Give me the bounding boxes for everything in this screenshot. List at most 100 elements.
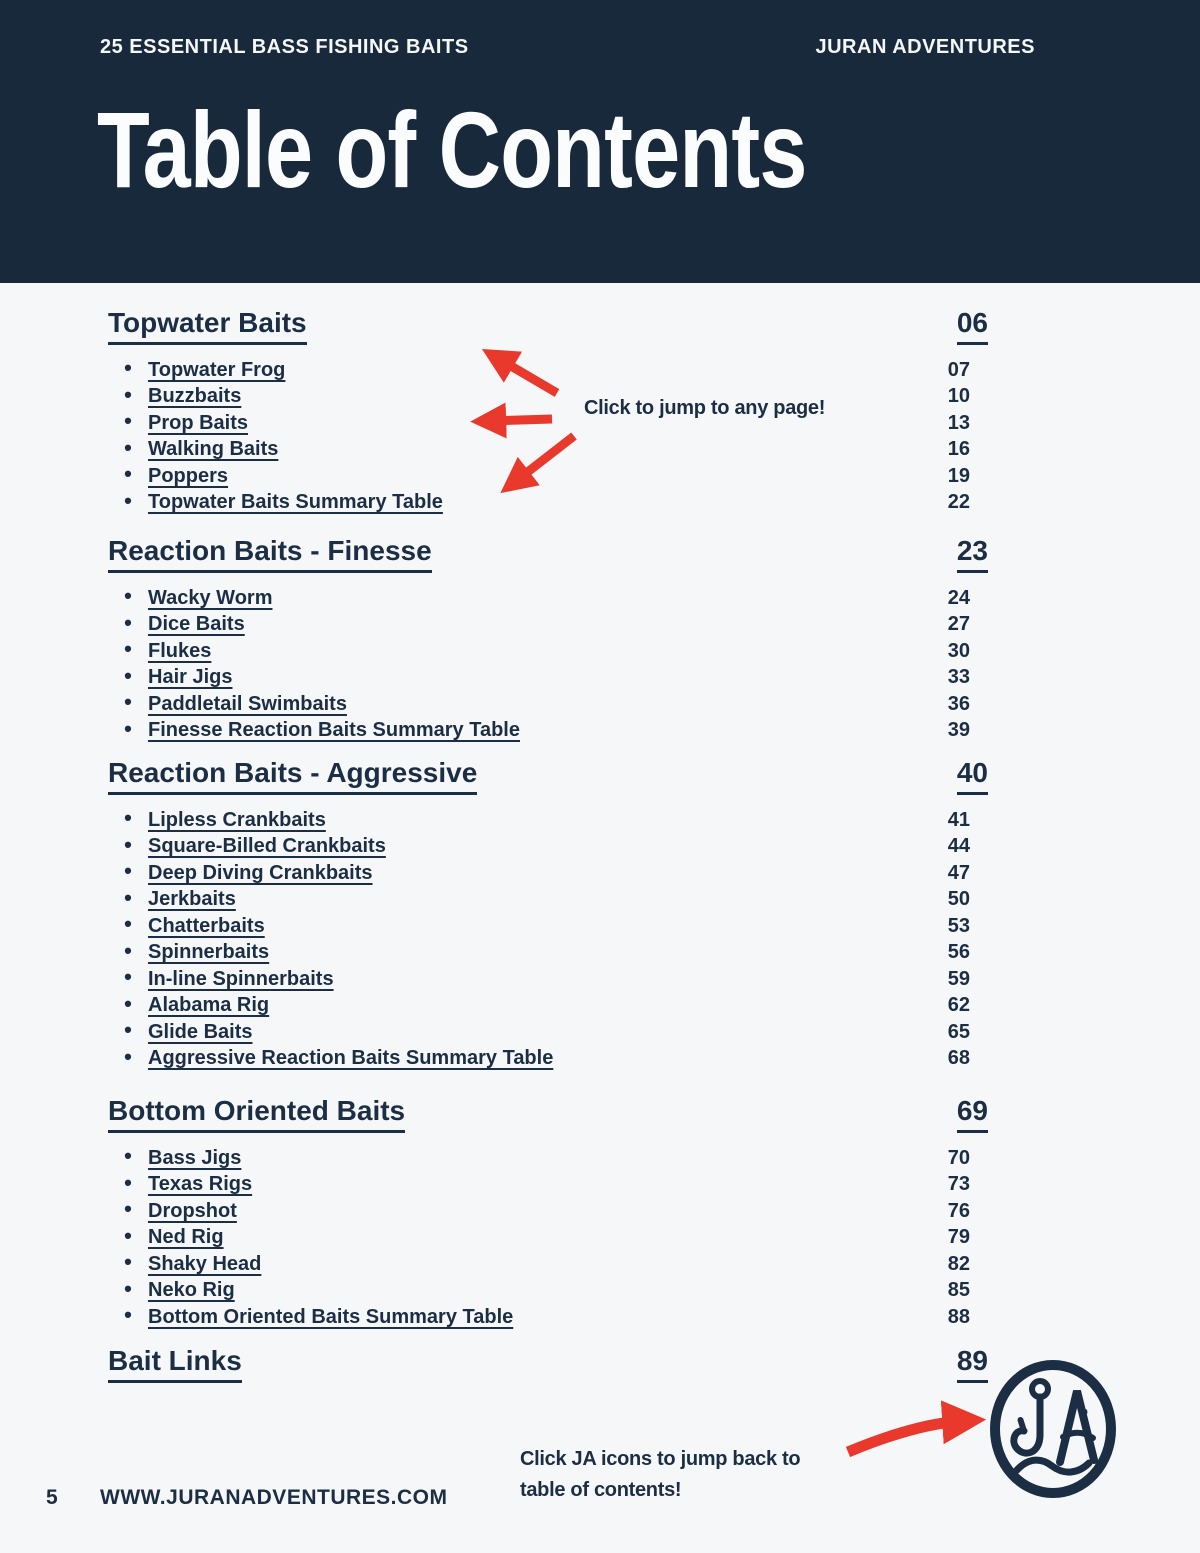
- toc-entry-page[interactable]: 88: [947, 1305, 970, 1328]
- toc-link[interactable]: Glide Baits: [148, 1020, 253, 1043]
- toc-entry[interactable]: Ned Rig 79: [108, 1225, 988, 1252]
- toc-entry[interactable]: Spinnerbaits 56: [108, 940, 988, 967]
- toc-link[interactable]: Shaky Head: [148, 1252, 262, 1275]
- toc-entry-page[interactable]: 22: [947, 491, 970, 514]
- toc-entry[interactable]: Dice Baits 27: [108, 612, 988, 639]
- toc-entry[interactable]: Chatterbaits 53: [108, 913, 988, 940]
- toc-entry[interactable]: Poppers 19: [108, 463, 988, 490]
- toc-link[interactable]: Ned Rig: [148, 1226, 224, 1249]
- section-title-link[interactable]: Reaction Baits - Aggressive: [108, 757, 478, 795]
- toc-link[interactable]: Texas Rigs: [148, 1173, 253, 1196]
- toc-entry-page[interactable]: 36: [947, 692, 970, 715]
- toc-link[interactable]: Topwater Baits Summary Table: [148, 491, 443, 514]
- toc-entry[interactable]: Neko Rig 85: [108, 1278, 988, 1305]
- toc-entry-page[interactable]: 44: [947, 835, 970, 858]
- toc-entry[interactable]: Topwater Frog 07: [108, 357, 988, 384]
- ja-logo[interactable]: [988, 1358, 1118, 1500]
- toc-link[interactable]: Finesse Reaction Baits Summary Table: [148, 719, 520, 742]
- toc-entry-page[interactable]: 79: [947, 1226, 970, 1249]
- section-page-link[interactable]: 69: [956, 1095, 988, 1133]
- toc-entry[interactable]: Aggressive Reaction Baits Summary Table …: [108, 1046, 988, 1073]
- toc-link[interactable]: Buzzbaits: [148, 385, 242, 408]
- toc-entry-page[interactable]: 24: [947, 586, 970, 609]
- toc-link[interactable]: Jerkbaits: [148, 888, 236, 911]
- toc-link[interactable]: Neko Rig: [148, 1279, 235, 1302]
- toc-link[interactable]: Poppers: [148, 464, 229, 487]
- toc-entry-page[interactable]: 07: [947, 358, 970, 381]
- toc-entry-page[interactable]: 68: [947, 1047, 970, 1070]
- toc-link[interactable]: Spinnerbaits: [148, 941, 270, 964]
- section-page-link[interactable]: 06: [956, 307, 988, 345]
- toc-entry-page[interactable]: 56: [947, 941, 970, 964]
- toc-link[interactable]: Deep Diving Crankbaits: [148, 861, 373, 884]
- section-page-link[interactable]: 23: [956, 535, 988, 573]
- toc-entry-page[interactable]: 27: [947, 613, 970, 636]
- toc-entry-page[interactable]: 76: [947, 1199, 970, 1222]
- toc-entry-page[interactable]: 47: [947, 861, 970, 884]
- toc-entry[interactable]: Paddletail Swimbaits 36: [108, 691, 988, 718]
- section-page-link[interactable]: 40: [956, 757, 988, 795]
- toc-entry-page[interactable]: 33: [947, 666, 970, 689]
- toc-link[interactable]: Walking Baits: [148, 438, 279, 461]
- toc-link[interactable]: Bass Jigs: [148, 1146, 242, 1169]
- toc-entry[interactable]: Square-Billed Crankbaits 44: [108, 834, 988, 861]
- toc-entry-page[interactable]: 70: [947, 1146, 970, 1169]
- toc-link[interactable]: Dice Baits: [148, 613, 245, 636]
- toc-entry[interactable]: Jerkbaits 50: [108, 887, 988, 914]
- toc-entry-page[interactable]: 59: [947, 967, 970, 990]
- toc-entry[interactable]: Lipless Crankbaits 41: [108, 807, 988, 834]
- toc-entry-page[interactable]: 30: [947, 639, 970, 662]
- toc-entry[interactable]: Bottom Oriented Baits Summary Table 88: [108, 1304, 988, 1331]
- toc-entry-page[interactable]: 85: [947, 1279, 970, 1302]
- toc-entry[interactable]: Wacky Worm 24: [108, 585, 988, 612]
- toc-link[interactable]: Square-Billed Crankbaits: [148, 835, 386, 858]
- toc-link[interactable]: Chatterbaits: [148, 914, 265, 937]
- toc-link[interactable]: Lipless Crankbaits: [148, 808, 326, 831]
- toc-entry[interactable]: In-line Spinnerbaits 59: [108, 966, 988, 993]
- toc-link[interactable]: In-line Spinnerbaits: [148, 967, 334, 990]
- toc-entry-page[interactable]: 50: [947, 888, 970, 911]
- toc-entry-page[interactable]: 41: [947, 808, 970, 831]
- toc-entry[interactable]: Prop Baits 13: [108, 410, 988, 437]
- toc-entry-page[interactable]: 82: [947, 1252, 970, 1275]
- toc-entry[interactable]: Texas Rigs 73: [108, 1172, 988, 1199]
- toc-link[interactable]: Bottom Oriented Baits Summary Table: [148, 1305, 514, 1328]
- toc-link[interactable]: Alabama Rig: [148, 994, 270, 1017]
- toc-entry[interactable]: Flukes 30: [108, 638, 988, 665]
- toc-entry-page[interactable]: 19: [947, 464, 970, 487]
- toc-entry[interactable]: Topwater Baits Summary Table 22: [108, 490, 988, 517]
- toc-entry-page[interactable]: 65: [947, 1020, 970, 1043]
- toc-entry-page[interactable]: 53: [947, 914, 970, 937]
- toc-link[interactable]: Prop Baits: [148, 411, 249, 434]
- toc-entry[interactable]: Bass Jigs 70: [108, 1145, 988, 1172]
- toc-link[interactable]: Flukes: [148, 639, 212, 662]
- section-title-link[interactable]: Bottom Oriented Baits: [108, 1095, 406, 1133]
- toc-entry[interactable]: Walking Baits 16: [108, 437, 988, 464]
- toc-link[interactable]: Paddletail Swimbaits: [148, 692, 347, 715]
- bullet-icon: [108, 967, 148, 991]
- section-title-link[interactable]: Topwater Baits: [108, 307, 307, 345]
- toc-entry-page[interactable]: 10: [947, 385, 970, 408]
- toc-entry-page[interactable]: 16: [947, 438, 970, 461]
- section-title-link[interactable]: Reaction Baits - Finesse: [108, 535, 432, 573]
- toc-entry[interactable]: Glide Baits 65: [108, 1019, 988, 1046]
- section-title-link[interactable]: Bait Links: [108, 1345, 242, 1383]
- toc-entry-page[interactable]: 13: [947, 411, 970, 434]
- toc-entry[interactable]: Buzzbaits 10: [108, 384, 988, 411]
- toc-entry[interactable]: Deep Diving Crankbaits 47: [108, 860, 988, 887]
- toc-link[interactable]: Aggressive Reaction Baits Summary Table: [148, 1047, 554, 1070]
- toc-entry-page[interactable]: 73: [947, 1173, 970, 1196]
- toc-entry[interactable]: Shaky Head 82: [108, 1251, 988, 1278]
- toc-entry[interactable]: Finesse Reaction Baits Summary Table 39: [108, 718, 988, 745]
- toc-entry-page[interactable]: 39: [947, 719, 970, 742]
- toc-entry-page[interactable]: 62: [947, 994, 970, 1017]
- toc-link[interactable]: Dropshot: [148, 1199, 237, 1222]
- toc-entry[interactable]: Hair Jigs 33: [108, 665, 988, 692]
- section-page-link[interactable]: 89: [956, 1345, 988, 1383]
- toc-entry[interactable]: Alabama Rig 62: [108, 993, 988, 1020]
- toc-entry[interactable]: Dropshot 76: [108, 1198, 988, 1225]
- toc-link[interactable]: Wacky Worm: [148, 586, 273, 609]
- toc-link[interactable]: Hair Jigs: [148, 666, 233, 689]
- section-bottom-oriented-baits: Bottom Oriented Baits 69 Bass Jigs 70 Te…: [108, 1095, 988, 1331]
- toc-link[interactable]: Topwater Frog: [148, 358, 286, 381]
